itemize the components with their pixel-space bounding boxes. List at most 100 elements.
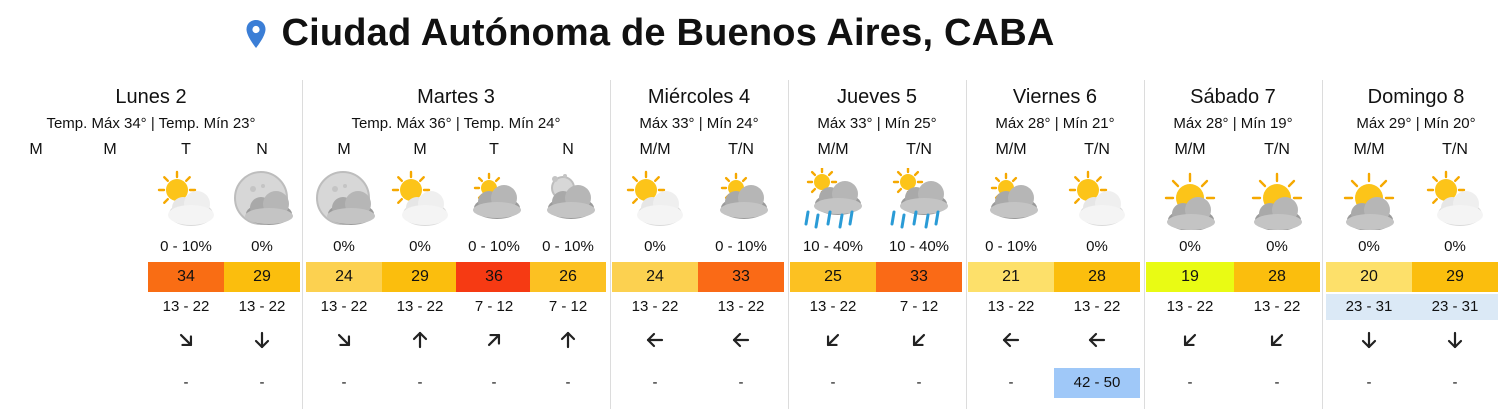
precipitation-chance: 0%	[1444, 238, 1466, 255]
sun-cloud-icon	[1062, 168, 1132, 230]
wind-gust: -	[565, 374, 571, 391]
wind-speed: 13 - 22	[238, 298, 286, 315]
sun-cloud-icon	[1420, 168, 1490, 230]
day-column: Lunes 2 Temp. Máx 34° | Temp. Mín 23° M M T …	[0, 80, 302, 409]
sun-rain-icon	[798, 166, 868, 230]
wind-speed: 13 - 22	[809, 298, 857, 315]
wind-gust: -	[738, 374, 744, 391]
wind-direction-arrow-icon	[1087, 330, 1107, 350]
period-label: T/N	[1442, 141, 1468, 158]
period-label: M	[103, 141, 117, 158]
wind-direction-arrow-icon	[1359, 330, 1379, 350]
period-label: M/M	[1353, 141, 1385, 158]
period-label: T/N	[906, 141, 932, 158]
wind-direction-arrow-icon	[1180, 330, 1200, 350]
forecast-slot: T/N 0% 29 23 - 31 -	[1412, 80, 1498, 409]
day-temp-range: Máx 29° | Mín 20°	[1356, 115, 1476, 132]
forecast-slot: M 0% 29 13 - 22 -	[382, 80, 458, 409]
location-pin-icon	[246, 19, 266, 48]
wind-speed: 13 - 22	[320, 298, 368, 315]
period-label: M/M	[817, 141, 849, 158]
precipitation-chance: 10 - 40%	[802, 238, 864, 255]
sun-cloud-grey-icon	[459, 168, 529, 230]
wind-gust: -	[1187, 374, 1193, 391]
precipitation-chance: 0%	[333, 238, 355, 255]
temperature-cell: 25	[790, 262, 876, 292]
precipitation-chance: 0%	[1358, 238, 1380, 255]
sun-cloud-icon	[620, 168, 690, 230]
temperature-cell: 21	[968, 262, 1054, 292]
day-name: Domingo 8	[1367, 86, 1465, 108]
wind-gust: -	[259, 374, 265, 391]
wind-speed: 13 - 22	[396, 298, 444, 315]
temperature-cell: 33	[876, 262, 962, 292]
wind-speed: 7 - 12	[899, 298, 939, 315]
forecast-slot: T 0 - 10% 36 7 - 12 -	[456, 80, 532, 409]
sun-cloud-grey-icon	[976, 168, 1046, 230]
period-label: T	[489, 141, 499, 158]
moon-cloud-icon	[227, 168, 297, 230]
forecast-slot: T/N 0 - 10% 33 13 - 22 -	[698, 80, 784, 409]
day-column: Domingo 8 Máx 29° | Mín 20° M/M 0% 20 23 - 3…	[1322, 80, 1510, 409]
wind-speed: 13 - 22	[162, 298, 210, 315]
period-label: N	[562, 141, 574, 158]
sun-cloud-grey-icon	[706, 168, 776, 230]
day-temp-range: Temp. Máx 36° | Temp. Mín 24°	[351, 115, 561, 132]
sun-cloud-icon	[151, 168, 221, 230]
forecast-slot: T/N 10 - 40% 33 7 - 12 -	[876, 80, 962, 409]
wind-direction-arrow-icon	[252, 330, 272, 350]
precipitation-chance: 0 - 10%	[985, 238, 1037, 255]
wind-speed: 23 - 31	[1412, 294, 1498, 320]
wind-direction-arrow-icon	[823, 330, 843, 350]
wind-direction-arrow-icon	[909, 330, 929, 350]
day-temp-range: Temp. Máx 34° | Temp. Mín 23°	[46, 115, 256, 132]
forecast-slot: N 0 - 10% 26 7 - 12 -	[530, 80, 606, 409]
wind-direction-arrow-icon	[176, 330, 196, 350]
temperature-cell: 19	[1146, 262, 1234, 292]
period-label: M	[413, 141, 427, 158]
day-temp-range: Máx 33° | Mín 25°	[817, 115, 937, 132]
wind-speed: 13 - 22	[717, 298, 765, 315]
period-label: M	[337, 141, 351, 158]
wind-speed: 13 - 22	[1253, 298, 1301, 315]
wind-direction-arrow-icon	[1445, 330, 1465, 350]
wind-speed: 13 - 22	[1073, 298, 1121, 315]
wind-gust: -	[916, 374, 922, 391]
precipitation-chance: 0%	[644, 238, 666, 255]
wind-direction-arrow-icon	[334, 330, 354, 350]
temperature-cell: 29	[382, 262, 458, 292]
temperature-cell: 26	[530, 262, 606, 292]
precipitation-chance: 0%	[251, 238, 273, 255]
temperature-cell: 34	[148, 262, 224, 292]
wind-direction-arrow-icon	[1267, 330, 1287, 350]
day-temp-range: Máx 28° | Mín 19°	[1173, 115, 1293, 132]
moon-cloud-small-icon	[533, 168, 603, 230]
day-name: Jueves 5	[836, 86, 918, 108]
temperature-cell: 28	[1234, 262, 1320, 292]
forecast-slot: T/N 0% 28 13 - 22 -	[1234, 80, 1320, 409]
forecast-slot: M 0% 24 13 - 22 -	[306, 80, 382, 409]
wind-gust: -	[652, 374, 658, 391]
wind-direction-arrow-icon	[558, 330, 578, 350]
period-label: T	[181, 141, 191, 158]
day-temp-range: Máx 33° | Mín 24°	[639, 115, 759, 132]
day-name: Miércoles 4	[647, 86, 751, 108]
wind-direction-arrow-icon	[1001, 330, 1021, 350]
sun-big-cloud-icon	[1334, 168, 1404, 231]
day-name: Martes 3	[417, 86, 495, 108]
wind-direction-arrow-icon	[731, 330, 751, 350]
temperature-cell: 24	[612, 262, 698, 292]
wind-direction-arrow-icon	[410, 330, 430, 350]
period-label: M/M	[639, 141, 671, 158]
precipitation-chance: 0%	[409, 238, 431, 255]
day-column: Martes 3 Temp. Máx 36° | Temp. Mín 24° M 0…	[302, 80, 610, 409]
day-column: Jueves 5 Máx 33° | Mín 25° M/M 10 - 40% 25 1…	[788, 80, 966, 409]
precipitation-chance: 0%	[1266, 238, 1288, 255]
sun-rain-icon	[884, 166, 954, 230]
moon-cloud-icon	[309, 168, 379, 230]
location-title: Ciudad Autónoma de Buenos Aires, CABA	[281, 12, 1055, 54]
wind-gust: -	[417, 374, 423, 391]
day-name: Viernes 6	[1012, 86, 1098, 108]
wind-gust: -	[1452, 374, 1458, 391]
temperature-cell: 29	[224, 262, 300, 292]
